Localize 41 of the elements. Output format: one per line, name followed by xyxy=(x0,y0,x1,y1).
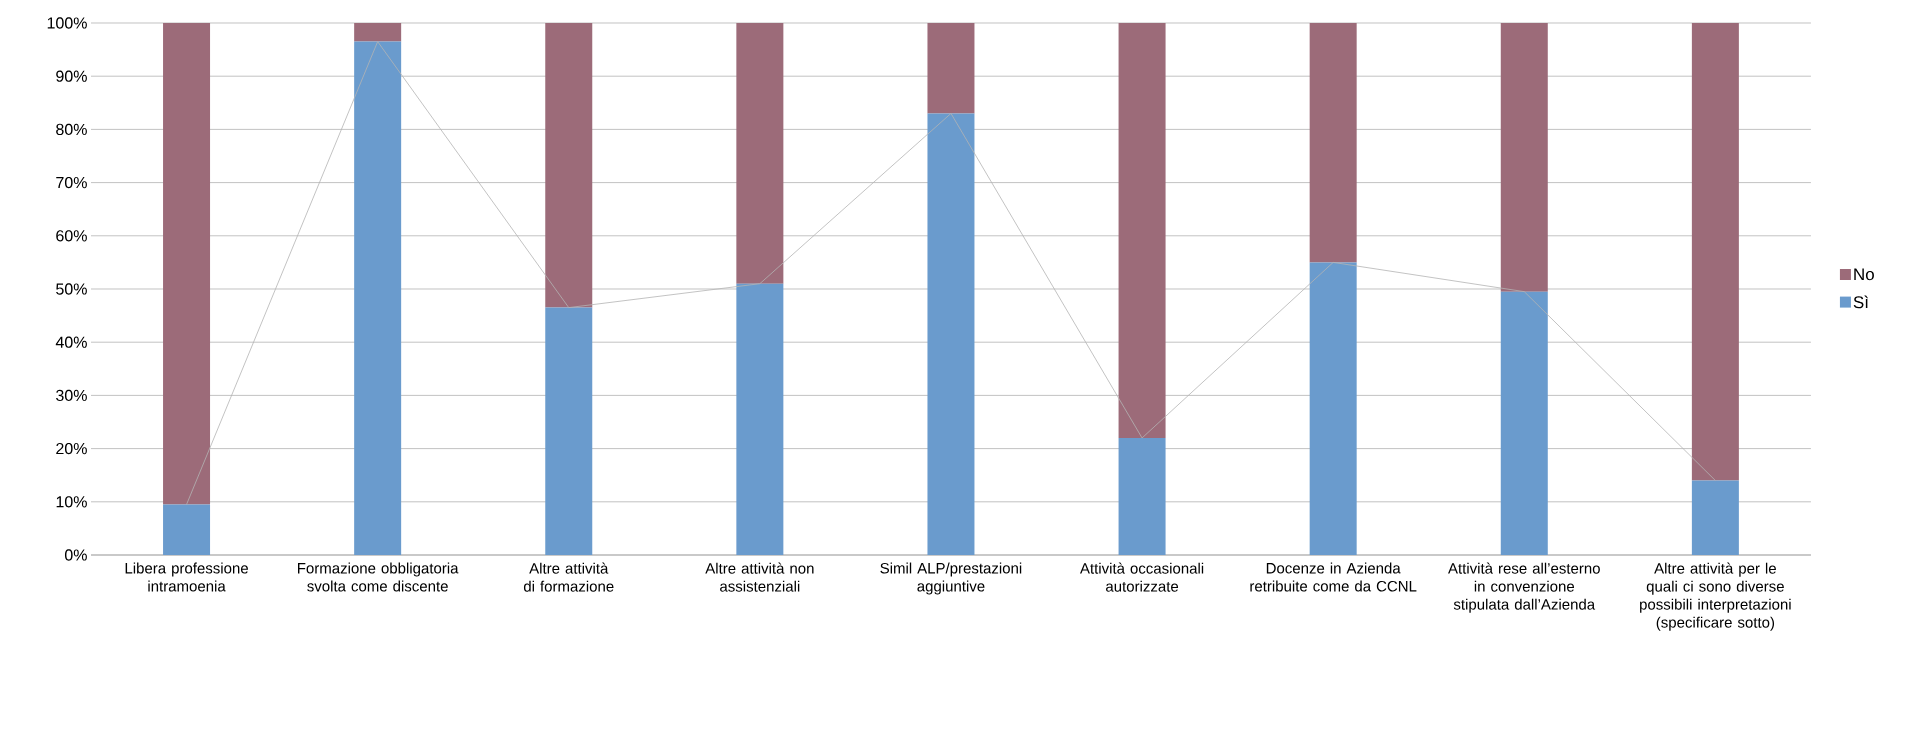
x-tick-label: Simil ALP/prestazioni aggiuntive xyxy=(880,562,1022,595)
y-tick-label: 40% xyxy=(55,336,87,348)
bar xyxy=(1118,437,1166,555)
y-tick-label: 60% xyxy=(56,230,87,242)
bar xyxy=(1309,23,1357,263)
x-tick-label: Formazione obbligatoria svolta come discente xyxy=(298,562,459,592)
bar xyxy=(1118,23,1166,438)
bar xyxy=(545,307,593,555)
x-tick-label: Altre attività di formazione xyxy=(523,562,614,592)
y-tick-label: 100% xyxy=(47,17,87,29)
bar xyxy=(1691,480,1739,555)
bar xyxy=(354,23,402,42)
y-tick-label: 20% xyxy=(56,442,87,455)
bar xyxy=(736,283,784,555)
x-tick-label: Attività occasionali autorizzate xyxy=(1079,562,1204,592)
y-tick-label: 0% xyxy=(64,549,87,561)
line-series xyxy=(186,41,1716,505)
bar xyxy=(927,113,975,555)
bar xyxy=(1691,23,1739,481)
x-tick-label: Altre attività non assistenziali xyxy=(705,562,814,592)
y-tick-label: 80% xyxy=(56,123,87,136)
bar xyxy=(354,41,402,555)
x-tick-label: Attività rese all’esterno in convenzione stipulata dall’Azienda xyxy=(1448,562,1600,613)
x-tick-label: Altre attività per le quali ci sono diverse possibili interpretazioni (specificare sotto) xyxy=(1640,562,1791,631)
y-tick-label: 90% xyxy=(56,70,87,82)
x-tick-label: Libera professione intramoenia xyxy=(125,562,248,592)
legend-label: Sì xyxy=(1853,295,1868,309)
bar xyxy=(163,23,211,505)
bar xyxy=(1500,23,1548,292)
y-tick-label: 70% xyxy=(56,176,87,189)
x-tick-label: Docenze in Azienda retribuite come da CCNL xyxy=(1250,562,1417,592)
bar xyxy=(1309,262,1357,555)
y-tick-label: 50% xyxy=(56,283,87,295)
y-tick-label: 30% xyxy=(56,389,87,402)
bar xyxy=(545,23,593,308)
bar xyxy=(927,23,975,114)
bar xyxy=(163,504,211,555)
legend-label: No xyxy=(1854,268,1874,281)
y-tick-label: 10% xyxy=(56,496,87,508)
bar xyxy=(736,23,784,284)
bar xyxy=(1500,291,1548,555)
